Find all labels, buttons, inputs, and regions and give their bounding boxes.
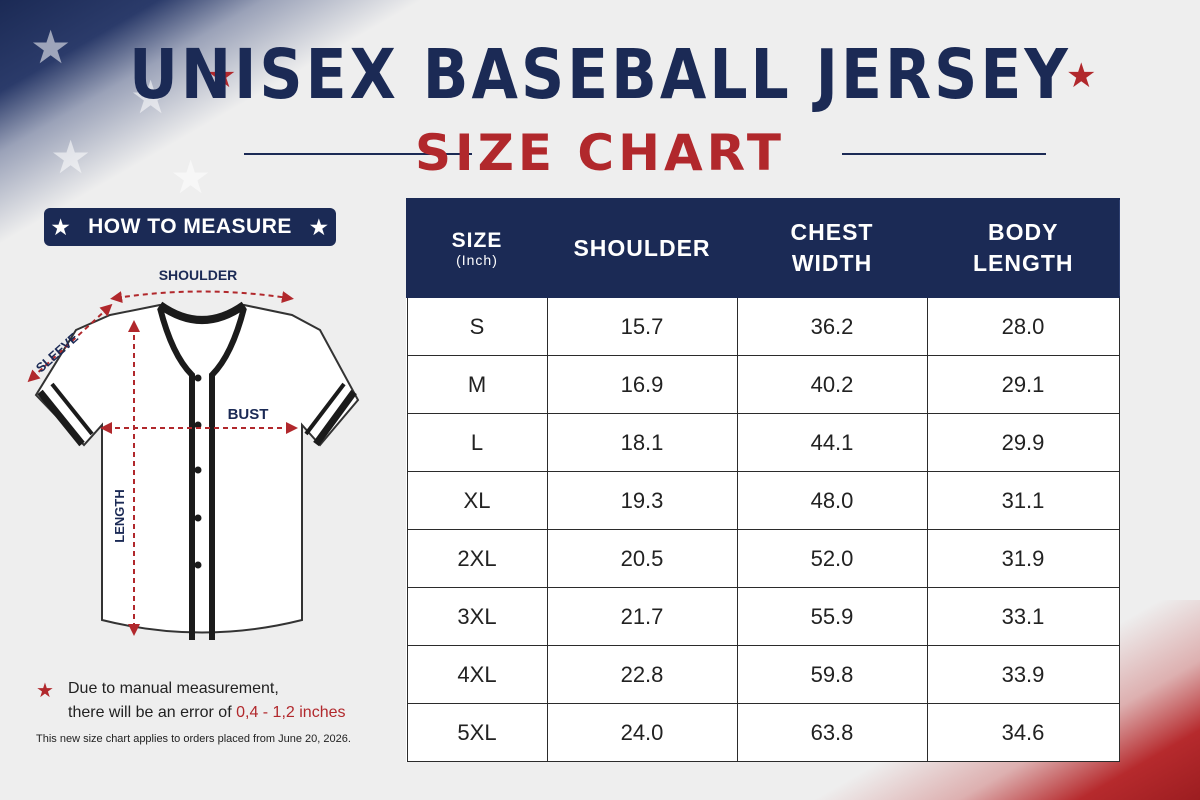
body-length-cell: 31.9 [926, 529, 1120, 588]
size-chart-disclaimer: This new size chart applies to orders pl… [36, 733, 351, 745]
size-cell: 4XL [406, 645, 548, 704]
chest-width-cell: 48.0 [736, 471, 928, 530]
shoulder-cell: 20.5 [546, 529, 738, 588]
table-row: XL 19.3 48.0 31.1 [406, 471, 1120, 530]
header-chest-line-2: WIDTH [791, 250, 873, 276]
header-body-line-2: LENGTH [972, 250, 1074, 276]
shoulder-cell: 24.0 [546, 703, 738, 762]
table-row: S 15.7 36.2 28.0 [406, 296, 1120, 356]
chest-width-cell: 63.8 [736, 703, 928, 762]
chest-width-cell: 55.9 [736, 587, 928, 646]
size-cell: 3XL [406, 587, 548, 646]
table-row: 3XL 21.7 55.9 33.1 [406, 587, 1120, 646]
title-star-right-icon: ★ [1066, 57, 1097, 95]
note-line-2-prefix: there will be an error of [68, 704, 232, 721]
background-star-icon: ★ [130, 71, 172, 123]
header-shoulder: SHOULDER [546, 198, 738, 298]
star-icon: ★ [309, 216, 329, 239]
shoulder-cell: 22.8 [546, 645, 738, 704]
background-star-icon: ★ [50, 131, 92, 183]
note-line-1: Due to manual measurement, [68, 680, 279, 697]
header-body-length: BODY LENGTH [926, 198, 1120, 298]
table-row: 5XL 24.0 63.8 34.6 [406, 703, 1120, 762]
chest-width-cell: 59.8 [736, 645, 928, 704]
chest-width-cell: 52.0 [736, 529, 928, 588]
shoulder-label: SHOULDER [159, 267, 238, 283]
subtitle-rule-right [842, 153, 1046, 155]
bust-label: BUST [228, 406, 269, 423]
note-star-icon: ★ [36, 680, 54, 702]
page-subtitle: SIZE CHART [414, 124, 786, 182]
header-size: SIZE (Inch) [406, 198, 548, 298]
note-line-2: there will be an error of 0,4 - 1,2 inch… [68, 704, 346, 722]
table-row: 2XL 20.5 52.0 31.9 [406, 529, 1120, 588]
table-row: L 18.1 44.1 29.9 [406, 413, 1120, 472]
shoulder-measure-arrow [110, 290, 294, 304]
chest-width-cell: 40.2 [736, 355, 928, 414]
length-label: LENGTH [112, 489, 127, 542]
body-length-cell: 29.9 [926, 413, 1120, 472]
shoulder-cell: 21.7 [546, 587, 738, 646]
body-length-cell: 34.6 [926, 703, 1120, 762]
note-error-range: 0,4 - 1,2 inches [236, 704, 346, 721]
background-star-icon: ★ [170, 151, 212, 203]
title-star-left-icon: ★ [206, 57, 237, 95]
star-icon: ★ [51, 216, 71, 239]
shoulder-cell: 18.1 [546, 413, 738, 472]
chest-width-cell: 44.1 [736, 413, 928, 472]
page-title: UNISEX BASEBALL JERSEY [129, 34, 1071, 116]
body-length-cell: 28.0 [926, 296, 1120, 356]
header-chest-line-1: CHEST [790, 219, 874, 245]
header-size-label: SIZE [451, 229, 503, 252]
size-cell: XL [406, 471, 548, 530]
chest-width-cell: 36.2 [736, 296, 928, 356]
subtitle-rule-left [244, 153, 472, 155]
header-body-line-1: BODY [988, 219, 1059, 245]
table-row: M 16.9 40.2 29.1 [406, 355, 1120, 414]
body-length-cell: 33.9 [926, 645, 1120, 704]
size-cell: 2XL [406, 529, 548, 588]
jersey-diagram: SHOULDER SLEEVE BUST LENGTH [27, 267, 360, 640]
shoulder-cell: 15.7 [546, 296, 738, 356]
table-header-row: SIZE (Inch) SHOULDER CHEST WIDTH BODY LE… [406, 198, 1120, 298]
size-cell: S [406, 296, 548, 356]
shoulder-cell: 19.3 [546, 471, 738, 530]
size-cell: 5XL [406, 703, 548, 762]
body-length-cell: 29.1 [926, 355, 1120, 414]
background-star-icon: ★ [30, 21, 72, 73]
body-length-cell: 31.1 [926, 471, 1120, 530]
how-to-measure-label: HOW TO MEASURE [88, 215, 292, 238]
size-cell: L [406, 413, 548, 472]
how-to-measure-banner: ★ HOW TO MEASURE ★ [44, 208, 336, 246]
table-row: 4XL 22.8 59.8 33.9 [406, 645, 1120, 704]
header-size-unit: (Inch) [456, 252, 498, 268]
body-length-cell: 33.1 [926, 587, 1120, 646]
header-chest-width: CHEST WIDTH [736, 198, 928, 298]
size-cell: M [406, 355, 548, 414]
shoulder-cell: 16.9 [546, 355, 738, 414]
size-chart-table: SIZE (Inch) SHOULDER CHEST WIDTH BODY LE… [406, 198, 1120, 762]
